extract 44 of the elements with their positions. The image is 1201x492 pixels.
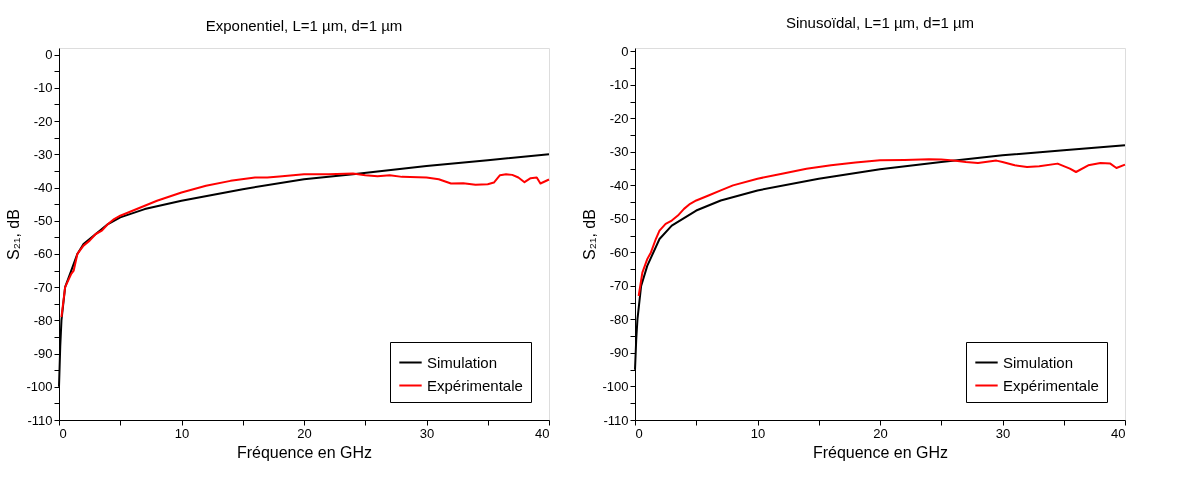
x-axis-title: Fréquence en GHz <box>236 443 373 461</box>
legend-label: Expérimentale <box>427 376 523 394</box>
y-tick-label: -90 <box>33 346 53 362</box>
y-tick-label: -60 <box>609 244 629 260</box>
y-axis-title: S₂₁, dB <box>5 209 23 260</box>
y-tick-label: -40 <box>33 180 53 195</box>
x-tick-label: 40 <box>1111 425 1126 441</box>
y-tick-label: -20 <box>609 110 629 126</box>
x-tick-label: 10 <box>174 425 190 441</box>
x-tick-label: 20 <box>297 425 312 441</box>
x-tick-label: 0 <box>59 425 67 441</box>
x-tick-label: 40 <box>535 425 550 441</box>
y-tick-label: -10 <box>33 80 53 96</box>
legend-label: Expérimentale <box>1003 376 1099 394</box>
y-tick-label: -10 <box>609 77 629 93</box>
chart-title: Exponentiel, L=1 µm, d=1 µm <box>205 17 403 34</box>
x-tick-label: 10 <box>750 425 766 441</box>
y-tick-label: -20 <box>33 113 53 129</box>
x-tick-label: 30 <box>995 425 1011 441</box>
y-tick-label: -70 <box>609 278 629 294</box>
x-axis-title: Fréquence en GHz <box>812 443 949 461</box>
y-tick-label: 0 <box>45 47 53 63</box>
y-axis-title: S₂₁, dB <box>581 209 599 260</box>
y-tick-label: -80 <box>33 312 53 328</box>
y-tick-label: -110 <box>27 412 53 428</box>
x-tick-label: 30 <box>419 425 435 441</box>
chart-title: Sinusoïdal, L=1 µm, d=1 µm <box>785 14 975 32</box>
y-tick-label: 0 <box>621 43 629 59</box>
legend-label: Simulation <box>1003 353 1074 371</box>
y-tick-label: -100 <box>26 379 53 395</box>
y-tick-label: -90 <box>609 345 629 361</box>
y-tick-label: -110 <box>603 412 629 428</box>
legend-label: Simulation <box>427 353 498 371</box>
y-tick-label: -80 <box>609 311 629 327</box>
x-tick-label: 20 <box>873 425 888 441</box>
y-tick-label: -50 <box>609 211 629 227</box>
x-tick-label: 0 <box>635 425 643 441</box>
y-tick-label: -60 <box>33 246 53 262</box>
y-tick-label: -40 <box>609 177 629 193</box>
y-tick-label: -50 <box>33 213 53 229</box>
y-tick-label: -30 <box>609 144 629 160</box>
y-tick-label: -100 <box>602 378 629 394</box>
y-tick-label: -30 <box>33 146 53 162</box>
y-tick-label: -70 <box>33 279 53 295</box>
